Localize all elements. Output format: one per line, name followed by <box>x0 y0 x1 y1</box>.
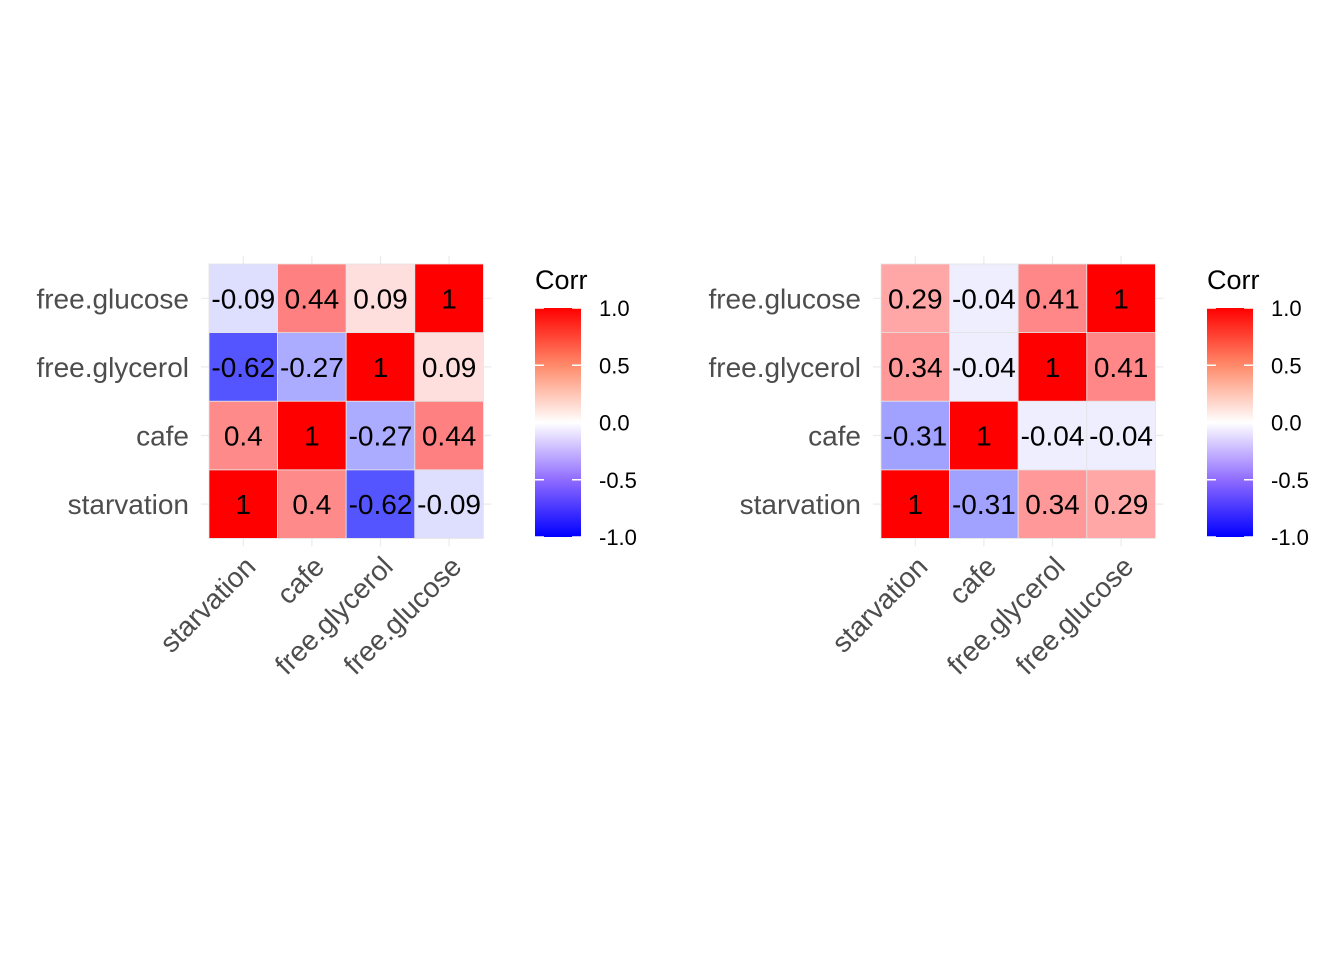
cell-value-label: -0.04 <box>1089 421 1153 452</box>
legend-tick-label: 0.5 <box>1271 353 1302 378</box>
cell-value-label: -0.04 <box>1021 421 1085 452</box>
cell-value-label: 0.09 <box>353 283 408 314</box>
y-tick-label: free.glucose <box>708 283 861 314</box>
x-tick-label: starvation <box>826 551 934 659</box>
cell-value-label: -0.27 <box>349 421 413 452</box>
heatmap-cell <box>345 469 416 539</box>
legend-tick-label: 0.0 <box>1271 411 1302 436</box>
legend-tick-label: 0.0 <box>599 411 630 436</box>
heatmap-cell <box>1086 332 1156 402</box>
x-tick-label: cafe <box>943 551 1002 610</box>
heatmap-cell <box>949 400 1019 471</box>
cell-value-label: 0.09 <box>422 352 477 383</box>
y-axis-labels: starvation cafe free.glycerol free.glucose <box>36 283 189 520</box>
heatmap-cell <box>949 263 1019 333</box>
legend-tick-label: -0.5 <box>1271 468 1309 493</box>
cell-value-label: -0.31 <box>883 421 947 452</box>
heatmap-cell <box>880 263 950 333</box>
y-tick-label: starvation <box>68 489 189 520</box>
heatmap-cell <box>345 332 416 402</box>
legend-title: Corr <box>535 265 588 295</box>
cell-value-label: 0.29 <box>1094 489 1149 520</box>
y-tick-label: cafe <box>808 421 861 452</box>
y-tick-label: free.glycerol <box>36 352 189 383</box>
cell-value-label: -0.09 <box>211 283 275 314</box>
color-legend: Corr 1.0 0.5 0.0 -0.5 -1.0 <box>1207 265 1309 550</box>
heatmap-cell <box>880 400 950 471</box>
cell-value-label: -0.62 <box>349 489 413 520</box>
cell-value-label: -0.62 <box>211 352 275 383</box>
cell-value-label: -0.09 <box>417 489 481 520</box>
cell-value-label: 1 <box>304 421 320 452</box>
cell-value-label: 1 <box>373 352 389 383</box>
heatmap-cell <box>1086 263 1156 333</box>
heatmap-cell <box>414 263 484 333</box>
cell-value-label: 1 <box>1045 352 1061 383</box>
legend-tick-label: 1.0 <box>599 296 630 321</box>
heatmap-cell <box>414 469 484 539</box>
heatmap-cell <box>208 469 278 539</box>
heatmap-cell <box>1017 332 1088 402</box>
heatmap-cell <box>208 332 278 402</box>
cell-value-label: 0.4 <box>224 421 263 452</box>
heatmap-cell <box>414 332 484 402</box>
cell-value-label: 1 <box>1113 283 1129 314</box>
cell-value-label: 0.41 <box>1025 283 1080 314</box>
legend-tick-label: 0.5 <box>599 353 630 378</box>
cell-value-label: 1 <box>908 489 924 520</box>
cell-value-label: 0.41 <box>1094 352 1149 383</box>
y-tick-label: cafe <box>136 421 189 452</box>
cell-value-label: -0.04 <box>952 283 1016 314</box>
heatmap-cell <box>277 263 347 333</box>
heatmap-panel-1: 1 0.4 -0.62 -0.090.4 1 -0.27 0.44-0.62 -0.27 1 0.… <box>36 256 637 681</box>
cell-value-label: 0.4 <box>292 489 331 520</box>
legend-title: Corr <box>1207 265 1260 295</box>
cell-value-label: -0.27 <box>280 352 344 383</box>
legend-tick-label: 1.0 <box>1271 296 1302 321</box>
heatmap-cell <box>414 400 484 471</box>
y-axis-labels: starvation cafe free.glycerol free.glucose <box>708 283 861 520</box>
cell-value-label: -0.31 <box>952 489 1016 520</box>
heatmap-cell <box>277 469 347 539</box>
cell-value-label: 0.29 <box>888 283 943 314</box>
heatmap-cell <box>345 263 416 333</box>
x-tick-label: cafe <box>271 551 330 610</box>
heatmap-cell <box>1017 469 1088 539</box>
heatmap-cell <box>880 469 950 539</box>
legend-tick-label: -1.0 <box>1271 525 1309 550</box>
cell-value-label: 1 <box>441 283 457 314</box>
cell-value-label: 0.44 <box>285 283 340 314</box>
legend-tick-label: -0.5 <box>599 468 637 493</box>
cell-value-label: -0.04 <box>952 352 1016 383</box>
cell-value-label: 1 <box>236 489 252 520</box>
heatmap-cell <box>208 263 278 333</box>
y-tick-label: free.glycerol <box>708 352 861 383</box>
legend-tick-label: -1.0 <box>599 525 637 550</box>
cell-value-label: 0.44 <box>422 421 477 452</box>
x-tick-label: starvation <box>154 551 262 659</box>
heatmap-cells: 1 -0.31 0.34 0.29-0.31 1 -0.04 -0.040.34 -0.04 1… <box>880 263 1156 539</box>
heatmap-panel-2: 1 -0.31 0.34 0.29-0.31 1 -0.04 -0.040.34 -0.04 1… <box>708 256 1309 681</box>
cell-value-label: 1 <box>976 421 992 452</box>
heatmap-cell <box>1086 469 1156 539</box>
color-legend: Corr 1.0 0.5 0.0 -0.5 -1.0 <box>535 265 637 550</box>
heatmap-cell <box>949 469 1019 539</box>
y-tick-label: free.glucose <box>36 283 189 314</box>
y-tick-label: starvation <box>740 489 861 520</box>
heatmap-cell <box>1017 263 1088 333</box>
cell-value-label: 0.34 <box>1025 489 1080 520</box>
heatmap-cell <box>880 332 950 402</box>
heatmap-cells: 1 0.4 -0.62 -0.090.4 1 -0.27 0.44-0.62 -0.27 1 0.… <box>208 263 484 539</box>
cell-value-label: 0.34 <box>888 352 943 383</box>
